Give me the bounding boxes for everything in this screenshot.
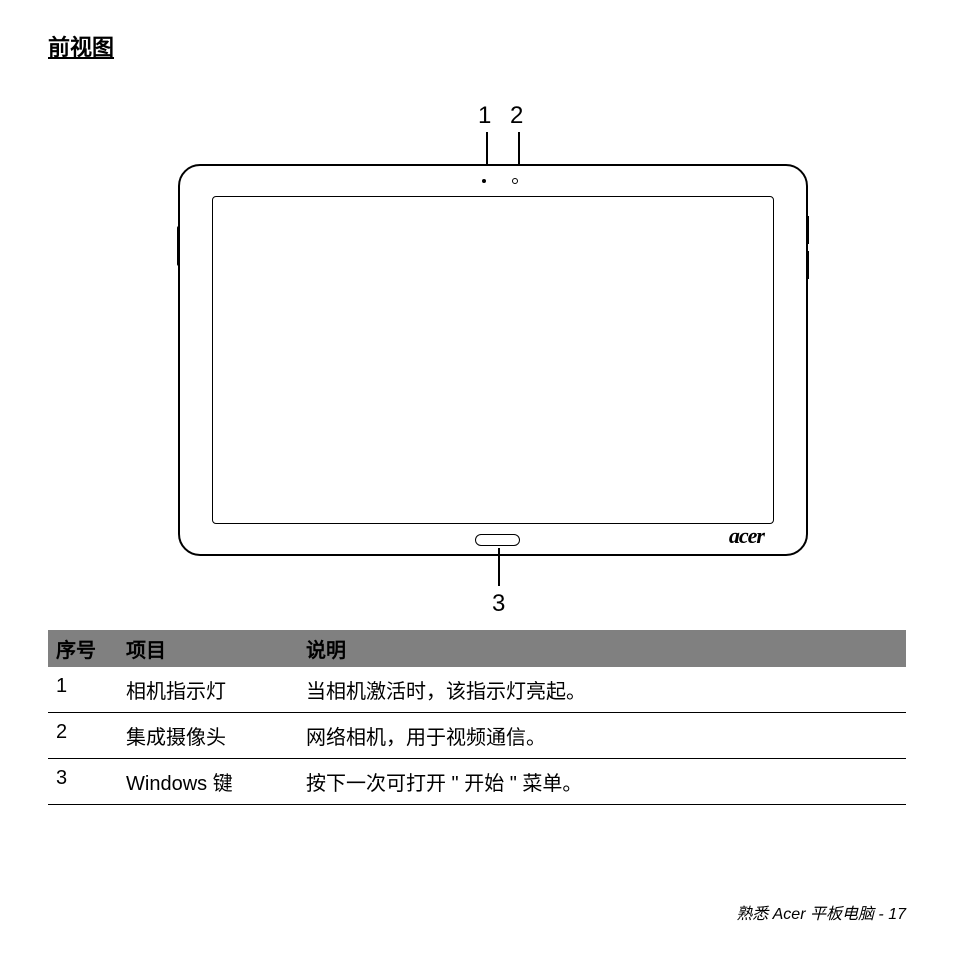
cell-item: 相机指示灯 xyxy=(118,667,298,713)
cell-number: 2 xyxy=(48,713,118,759)
table-row: 3 Windows 键 按下一次可打开 " 开始 " 菜单。 xyxy=(48,759,906,805)
col-header-item: 项目 xyxy=(118,630,298,667)
leader-line-2 xyxy=(518,132,520,164)
front-view-diagram: 1 2 acer 3 xyxy=(48,74,906,574)
camera-lens-icon xyxy=(512,178,518,184)
side-button-right-1 xyxy=(806,216,809,244)
leader-line-1 xyxy=(486,132,488,168)
side-button-left xyxy=(177,226,180,266)
callout-number-2: 2 xyxy=(510,102,523,130)
cell-desc: 当相机激活时，该指示灯亮起。 xyxy=(298,667,906,713)
col-header-number: 序号 xyxy=(48,630,118,667)
section-title: 前视图 xyxy=(48,30,906,62)
cell-desc: 网络相机，用于视频通信。 xyxy=(298,713,906,759)
side-button-right-2 xyxy=(806,251,809,279)
page-footer: 熟悉 Acer 平板电脑 - 17 xyxy=(736,900,906,924)
cell-number: 1 xyxy=(48,667,118,713)
callout-number-3: 3 xyxy=(492,590,505,618)
table-row: 1 相机指示灯 当相机激活时，该指示灯亮起。 xyxy=(48,667,906,713)
camera-led-icon xyxy=(482,179,486,183)
cell-desc: 按下一次可打开 " 开始 " 菜单。 xyxy=(298,759,906,805)
cell-item: Windows 键 xyxy=(118,759,298,805)
cell-item: 集成摄像头 xyxy=(118,713,298,759)
tablet-outline: acer xyxy=(178,164,808,556)
windows-home-button-icon xyxy=(475,534,520,546)
brand-logo: acer xyxy=(729,523,764,549)
cell-number: 3 xyxy=(48,759,118,805)
components-table: 序号 项目 说明 1 相机指示灯 当相机激活时，该指示灯亮起。 2 集成摄像头 … xyxy=(48,630,906,805)
table-header-row: 序号 项目 说明 xyxy=(48,630,906,667)
col-header-desc: 说明 xyxy=(298,630,906,667)
callout-number-1: 1 xyxy=(478,102,491,130)
table-row: 2 集成摄像头 网络相机，用于视频通信。 xyxy=(48,713,906,759)
tablet-screen xyxy=(212,196,774,524)
leader-line-3 xyxy=(498,548,500,586)
